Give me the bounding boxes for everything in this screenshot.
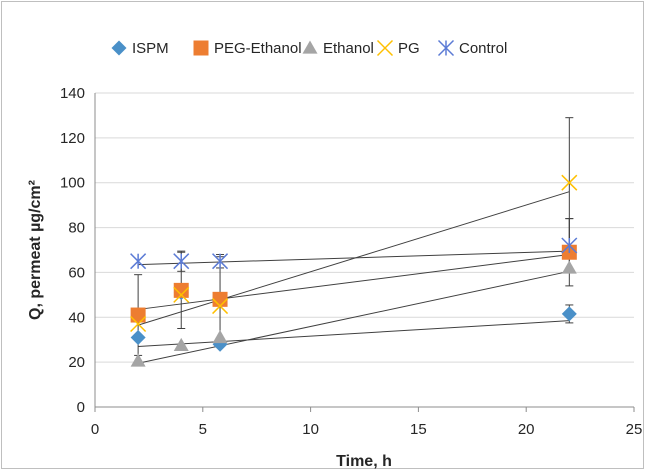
x-tick-label: 10 xyxy=(302,421,319,438)
data-point-ethanol xyxy=(561,260,577,274)
y-tick-label: 140 xyxy=(60,85,85,102)
legend-label-ethanol: Ethanol xyxy=(323,40,374,57)
y-tick-label: 100 xyxy=(60,175,85,192)
data-point-peg-ethanol xyxy=(130,307,146,323)
data-point-peg-ethanol xyxy=(173,282,189,298)
legend: ISPM PEG-Ethanol Ethanol PG Control xyxy=(111,39,507,57)
legend-item-pg: PG xyxy=(376,39,420,57)
legend-marker-pg-stroke xyxy=(376,39,394,57)
data-point-control xyxy=(130,253,147,270)
x-tick-label: 5 xyxy=(199,421,207,438)
data-point-ethanol xyxy=(130,353,146,367)
trend-line-ispm xyxy=(138,320,570,347)
data-point-ispm xyxy=(130,329,146,345)
legend-item-ispm: ISPM xyxy=(111,40,169,57)
gridlines xyxy=(95,92,634,363)
y-tick-label: 120 xyxy=(60,130,85,147)
data-markers xyxy=(130,174,578,367)
legend-label-peg-ethanol: PEG-Ethanol xyxy=(214,40,302,57)
legend-marker-pg xyxy=(376,39,394,57)
legend-marker-control xyxy=(437,39,455,57)
legend-item-peg-ethanol: PEG-Ethanol xyxy=(193,40,302,57)
y-tick-label: 20 xyxy=(68,354,85,371)
data-point-ethanol xyxy=(212,329,228,344)
legend-label-pg: PG xyxy=(398,40,420,57)
data-point-pg xyxy=(173,286,190,303)
data-point-pg-stroke xyxy=(561,174,578,191)
x-tick-label: 20 xyxy=(518,421,535,438)
trend-line-peg-ethanol xyxy=(138,253,570,310)
trend-line-ethanol xyxy=(138,270,570,364)
x-tick-label: 15 xyxy=(410,421,427,438)
data-point-control xyxy=(561,237,578,254)
trend-line-pg xyxy=(137,191,570,326)
data-point-peg-ethanol xyxy=(212,291,228,307)
data-point-ispm xyxy=(561,306,577,322)
legend-item-control: Control xyxy=(437,39,507,57)
y-axis-title: Q, permeat µg/cm² xyxy=(27,180,44,320)
y-tick-label: 80 xyxy=(68,220,85,237)
data-point-pg xyxy=(130,315,147,333)
error-bars xyxy=(134,117,574,356)
legend-label-control: Control xyxy=(459,40,507,57)
y-tick-label: 40 xyxy=(68,309,85,326)
data-point-ethanol xyxy=(173,337,189,351)
data-point-control xyxy=(173,253,190,270)
data-point-pg-stroke xyxy=(212,298,229,315)
data-point-pg-stroke xyxy=(130,315,147,333)
y-tick-label: 0 xyxy=(77,399,85,416)
trend-lines xyxy=(137,191,570,364)
data-point-pg xyxy=(212,298,229,315)
x-tick-label: 25 xyxy=(626,421,643,438)
legend-marker-ispm xyxy=(111,40,127,56)
trend-line-control xyxy=(138,250,570,266)
legend-marker-ethanol xyxy=(302,40,318,54)
x-axis-title: Time, h xyxy=(336,453,392,470)
axes: 0 20 40 60 80 100 120 140 0 5 10 15 20 25 xyxy=(60,85,642,438)
y-tick-label: 60 xyxy=(68,264,85,281)
legend-marker-peg-ethanol xyxy=(193,40,209,56)
legend-label-ispm: ISPM xyxy=(132,40,169,57)
data-point-control xyxy=(212,253,229,270)
legend-item-ethanol: Ethanol xyxy=(302,40,374,57)
x-tick-label: 0 xyxy=(91,421,99,438)
data-point-pg xyxy=(561,174,578,191)
data-point-pg-stroke xyxy=(173,286,190,303)
